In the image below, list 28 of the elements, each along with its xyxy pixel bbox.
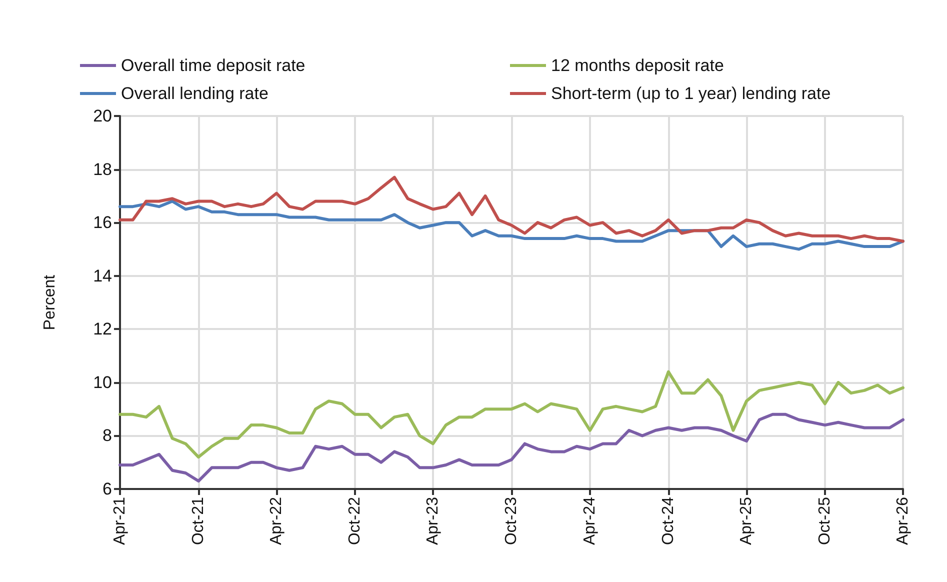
legend-label: 12 months deposit rate [551, 56, 724, 75]
x-tick-label: Oct-25 [816, 496, 834, 546]
y-tick-label: 20 [93, 106, 112, 126]
y-tick-label: 12 [93, 320, 112, 339]
x-tick-label: Oct-23 [503, 496, 520, 546]
legend-label: Overall lending rate [121, 84, 268, 103]
x-tick-label: Apr-22 [268, 496, 286, 546]
y-tick-label: 6 [102, 480, 112, 498]
x-tick-label: Oct-21 [190, 496, 207, 546]
x-tick-label: Apr-24 [581, 496, 598, 546]
legend-label: Overall time deposit rate [121, 56, 306, 75]
y-tick-label: 10 [93, 372, 112, 392]
x-tick-label: Oct-24 [660, 496, 677, 546]
x-tick-label: Oct-22 [346, 496, 364, 546]
x-tick-label: Apr-23 [424, 496, 442, 546]
legend-label: Short-term (up to 1 year) lending rate [551, 84, 831, 103]
x-tick-label: Apr-25 [738, 496, 755, 546]
y-axis-title: Percent [42, 274, 58, 330]
line-series [118, 370, 904, 459]
y-tick-label: 8 [102, 426, 112, 446]
line-series [118, 200, 904, 251]
line-series [118, 412, 904, 483]
y-tick-label: 14 [93, 266, 112, 286]
x-tick-label: Apr-26 [894, 496, 912, 546]
y-tick-label: 16 [93, 213, 112, 232]
y-tick-label: 18 [93, 160, 112, 179]
x-tick-label: Apr-21 [112, 496, 128, 546]
line-series [118, 176, 904, 243]
